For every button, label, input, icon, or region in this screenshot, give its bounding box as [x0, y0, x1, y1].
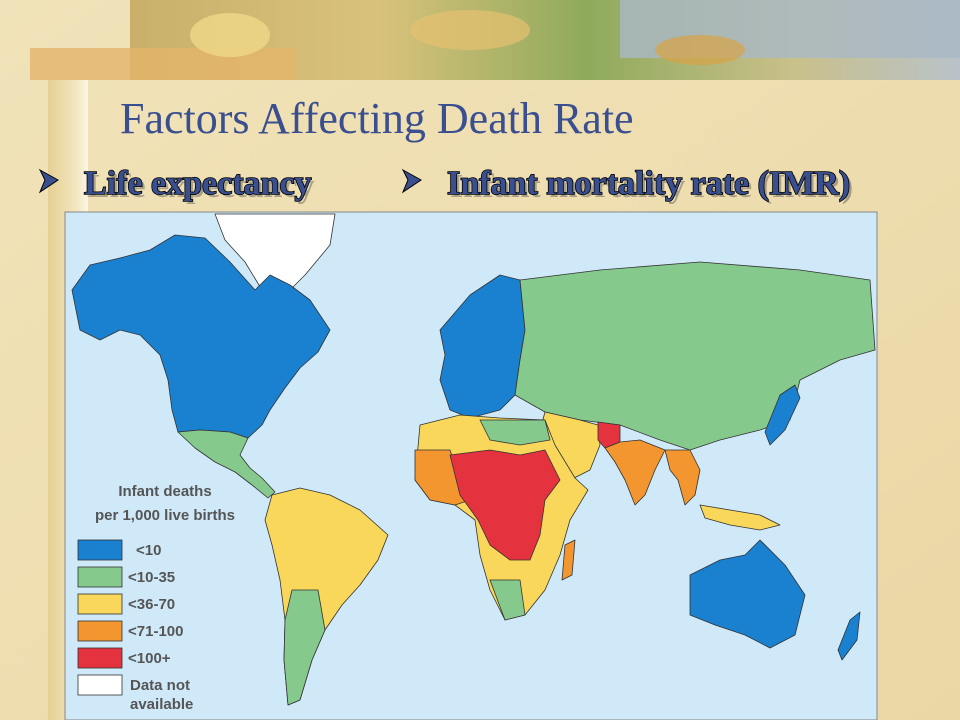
new-zealand — [837, 611, 861, 661]
southern-africa — [489, 579, 526, 621]
japan — [764, 384, 801, 446]
legend-label: <36-70 — [128, 596, 175, 613]
bullet-text: Infant mortality rate (IMR) — [447, 165, 850, 202]
central-africa — [449, 449, 561, 561]
legend-swatch — [77, 566, 123, 588]
indonesia — [699, 504, 781, 531]
legend-label-part: Data not — [130, 677, 190, 694]
bullet-shadow: Life expectancy — [87, 168, 315, 205]
banner — [30, 0, 960, 80]
legend-label-part: available — [130, 696, 193, 713]
legend-label: <10-35 — [128, 569, 175, 586]
bullet-shadow: Infant mortality rate (IMR) — [450, 168, 853, 205]
mexico-central-america — [177, 429, 276, 499]
legend-label: Data not available — [130, 677, 193, 713]
south-asia — [604, 439, 666, 506]
north-america — [71, 234, 331, 439]
legend-label: <10 — [136, 542, 161, 559]
bullet-text: Life expectancy — [84, 165, 312, 202]
bullet-2: Infant mortality rate (IMR) Infant morta… — [401, 164, 853, 205]
legend-title: per 1,000 live births — [95, 507, 235, 524]
legend-swatch — [77, 647, 123, 669]
legend-swatch — [77, 620, 123, 642]
title: Factors Affecting Death Rate — [120, 94, 634, 143]
madagascar — [561, 539, 576, 581]
legend-label: <71-100 — [128, 623, 183, 640]
australia — [689, 539, 806, 649]
bullet-1: Life expectancy Life expectancy — [38, 164, 315, 205]
map — [64, 211, 878, 720]
south-america-south — [283, 589, 326, 706]
north-africa-east — [479, 419, 551, 446]
legend: Infant deaths per 1,000 live births <10 <… — [77, 483, 235, 713]
legend-title: Infant deaths — [118, 483, 211, 500]
legend-swatch — [77, 674, 123, 696]
legend-label: <100+ — [128, 650, 171, 667]
legend-swatch — [77, 593, 123, 615]
southeast-asia — [664, 449, 701, 506]
legend-swatch — [77, 539, 123, 561]
